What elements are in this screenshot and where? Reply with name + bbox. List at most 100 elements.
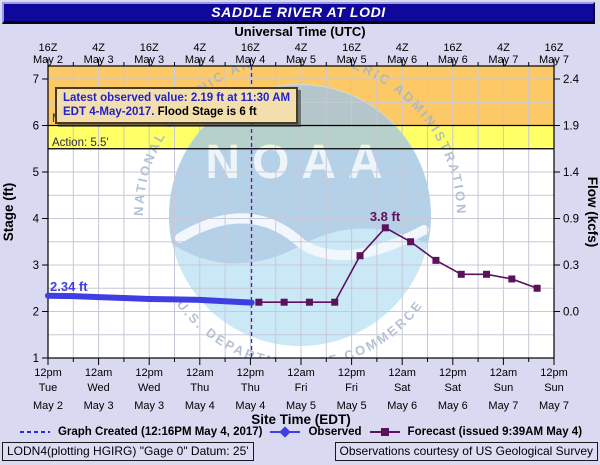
forecast-point <box>331 298 339 306</box>
bottom-axis-date-label: May 4 <box>185 400 215 412</box>
bottom-axis-day-label: Sun <box>544 382 564 394</box>
stage-axis-value: 3 <box>33 260 39 272</box>
forecast-point <box>432 256 440 264</box>
stage-axis-value: 5 <box>33 167 39 179</box>
legend-created-label: Graph Created (12:16PM May 4, 2017) <box>57 426 263 438</box>
stage-axis-value: 2 <box>33 307 39 319</box>
bottom-axis-day-label: Tue <box>39 382 58 394</box>
bottom-axis-time-label: 12pm <box>34 367 62 379</box>
flow-axis-value: 0.9 <box>563 214 579 226</box>
bottom-axis-day-label: Fri <box>345 382 358 394</box>
bottom-axis-day-label: Sun <box>494 382 514 394</box>
legend: Graph Created (12:16PM May 4, 2017) Obse… <box>0 426 600 438</box>
flow-axis-title: Flow (kcfs) <box>585 177 600 248</box>
top-axis-utc-label: 4Z <box>396 42 409 54</box>
bottom-axis-time-label: 12am <box>287 367 315 379</box>
bottom-axis-day-label: Sat <box>394 382 411 394</box>
bottom-axis-date-label: May 2 <box>33 400 63 412</box>
bottom-axis-date-label: May 3 <box>134 400 164 412</box>
forecast-point <box>356 252 364 260</box>
site-time-axis-title: Site Time (EDT) <box>251 412 351 427</box>
top-axis-date-label: May 7 <box>539 54 569 66</box>
bottom-axis-time-label: 12pm <box>135 367 163 379</box>
bottom-axis-date-label: May 6 <box>438 400 468 412</box>
top-axis-title: Universal Time (UTC) <box>234 24 366 39</box>
bottom-axis-day-label: Sat <box>445 382 462 394</box>
top-axis-date-label: May 6 <box>387 54 417 66</box>
graph-created-line-marker <box>19 431 50 433</box>
latest-observed-callout: Latest observed value: 2.19 ft at 11:30 … <box>55 87 299 124</box>
bottom-axis-day-label: Wed <box>138 382 160 394</box>
forecast-point <box>533 284 541 292</box>
legend-observed-label: Observed <box>308 426 362 438</box>
stage-axis-value: 7 <box>33 74 39 86</box>
top-axis-date-label: May 7 <box>488 54 518 66</box>
stage-axis-value: 1 <box>33 353 39 365</box>
action-stage-label: Action: 5.5' <box>52 137 109 149</box>
bottom-axis-date-label: May 5 <box>337 400 367 412</box>
bottom-axis-date-label: May 6 <box>387 400 417 412</box>
flow-axis-value: 0.0 <box>563 307 579 319</box>
observed-start-label: 2.34 ft <box>50 279 88 294</box>
noaa-acronym: NOAA <box>205 136 394 189</box>
top-axis-utc-label: 16Z <box>545 42 564 54</box>
title-bar: SADDLE RIVER AT LODI <box>2 2 595 24</box>
forecast-point <box>255 298 263 306</box>
bottom-axis-time-label: 12am <box>388 367 416 379</box>
bottom-axis-time-label: 12pm <box>540 367 568 379</box>
latest-observed-value-text: Latest observed value: 2.19 ft at 11:30 … <box>63 92 291 104</box>
top-axis-utc-label: 4Z <box>295 42 308 54</box>
top-axis-date-label: May 2 <box>33 54 63 66</box>
forecast-series-marker <box>369 428 400 436</box>
bottom-axis-time-label: 12pm <box>338 367 366 379</box>
flow-axis-value: 1.4 <box>563 167 580 179</box>
bottom-axis-date-label: May 3 <box>84 400 114 412</box>
bottom-axis-day-label: Thu <box>190 382 209 394</box>
seagull-icon <box>175 213 429 261</box>
top-axis-utc-label: 16Z <box>241 42 260 54</box>
top-axis-utc-label: 16Z <box>443 42 462 54</box>
top-axis-utc-label: 4Z <box>92 42 105 54</box>
bottom-axis-time-label: 12am <box>490 367 518 379</box>
stage-axis-title: Stage (ft) <box>1 183 16 242</box>
forecast-point <box>483 270 491 278</box>
credit-box: Observations courtesy of US Geological S… <box>334 442 598 461</box>
flow-axis-value: 0.3 <box>563 260 579 272</box>
top-axis-date-label: May 5 <box>337 54 367 66</box>
top-axis-utc-label: 4Z <box>193 42 206 54</box>
data-series <box>45 224 541 306</box>
flood-threshold-lines <box>48 124 554 150</box>
top-axis-utc-label: 4Z <box>497 42 510 54</box>
bottom-axis-time-label: 12pm <box>237 367 265 379</box>
forecast-point <box>280 298 288 306</box>
forecast-point <box>407 238 415 246</box>
observed-line <box>45 292 255 306</box>
bottom-axis-date-label: May 4 <box>235 400 265 412</box>
bottom-axis-day-label: Fri <box>295 382 308 394</box>
bottom-axis-day-label: Wed <box>87 382 109 394</box>
flow-axis-value: 1.9 <box>563 121 579 133</box>
bottom-axis-time-label: 12am <box>85 367 113 379</box>
top-axis-date-label: May 5 <box>286 54 316 66</box>
top-axis-date-label: May 4 <box>185 54 215 66</box>
flow-axis-value: 2.4 <box>563 74 580 86</box>
observed-series-marker <box>270 426 301 438</box>
stage-axis-value: 4 <box>33 214 40 226</box>
forecast-line <box>258 226 538 304</box>
bottom-axis-date-label: May 5 <box>286 400 316 412</box>
top-axis-date-label: May 3 <box>84 54 114 66</box>
top-axis-utc-label: 16Z <box>140 42 159 54</box>
bottom-axis-time-label: 12am <box>186 367 214 379</box>
top-axis-date-label: May 3 <box>134 54 164 66</box>
bottom-axis-time-label: 12pm <box>439 367 467 379</box>
top-axis-date-label: May 4 <box>235 54 265 66</box>
stage-axis-value: 6 <box>33 121 39 133</box>
forecast-point <box>508 275 516 283</box>
top-axis-utc-label: 16Z <box>342 42 361 54</box>
forecast-peak-label: 3.8 ft <box>370 209 401 224</box>
forecast-point <box>305 298 313 306</box>
latest-observed-date-text: EDT 4-May-2017. <box>63 106 155 118</box>
